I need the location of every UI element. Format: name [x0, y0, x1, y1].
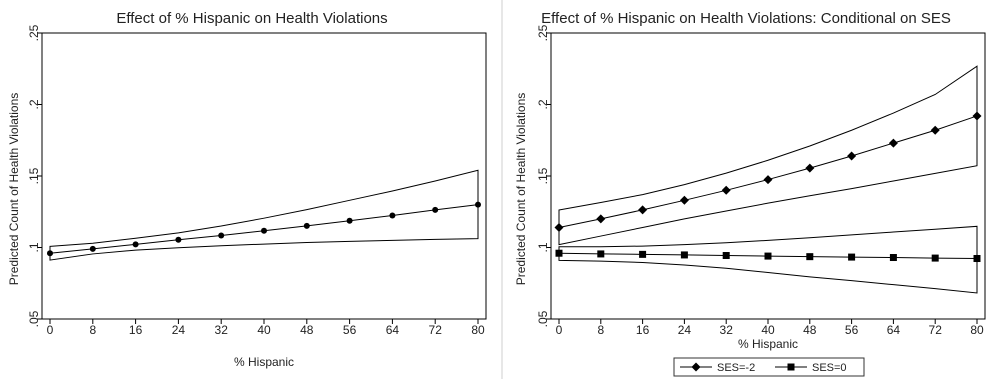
legend-label-ses-0: SES=0	[812, 362, 847, 374]
data-point	[175, 236, 182, 243]
x-tick-label: 72	[429, 323, 443, 337]
x-tick-label: 40	[761, 323, 775, 337]
data-point-square	[889, 254, 897, 262]
data-point-square	[555, 249, 563, 257]
y-axis-label: Predicted Count of Health Violations	[7, 93, 21, 286]
y-tick-label: .25	[27, 24, 41, 41]
x-tick-label: 56	[845, 323, 859, 337]
x-tick-label: 80	[471, 323, 485, 337]
data-point-square	[931, 254, 939, 262]
chart-panel-left: Effect of % Hispanic on Health Violation…	[7, 10, 487, 369]
data-point-diamond	[554, 222, 564, 232]
legend: SES=-2 SES=0	[673, 357, 865, 377]
y-axis-label: Predicted Count of Health Violations	[514, 93, 528, 286]
data-point-diamond	[805, 163, 815, 173]
x-axis-label: % Hispanic	[234, 355, 294, 369]
x-tick-label: 40	[257, 323, 271, 337]
x-tick-label: 8	[89, 323, 96, 337]
y-tick-label: .2	[27, 99, 41, 109]
x-tick-label: 48	[300, 323, 314, 337]
x-tick-label: 24	[172, 323, 186, 337]
data-point-square	[848, 253, 856, 261]
data-point-diamond	[596, 214, 606, 224]
legend-box	[673, 357, 865, 377]
data-point-diamond	[888, 138, 898, 148]
data-point	[261, 227, 267, 234]
data-point	[303, 222, 310, 229]
ci-band-series-0	[558, 65, 978, 246]
y-tick-label: .2	[536, 99, 550, 109]
data-point-square	[764, 252, 772, 260]
x-axis-label: % Hispanic	[738, 337, 798, 351]
y-tick-label: .15	[27, 167, 41, 184]
data-point-square	[680, 251, 688, 259]
x-tick-label: 0	[47, 323, 54, 337]
y-tick-label: .1	[536, 242, 550, 252]
plot-area: .05 .1 .15 .2 .25 0 8 16 24 32 40 48 56 64 72 80	[27, 24, 487, 337]
ci-band-series-0	[49, 169, 479, 261]
data-point-diamond	[972, 111, 982, 121]
data-point-square	[806, 253, 814, 261]
x-tick-label: 72	[929, 323, 943, 337]
x-tick-label: 48	[803, 323, 817, 337]
x-tick-label: 24	[678, 323, 692, 337]
x-tick-label: 80	[970, 323, 984, 337]
series-line-0	[558, 115, 978, 228]
x-tick-label: 16	[636, 323, 650, 337]
y-tick-label: .05	[536, 310, 550, 327]
plot-frame	[41, 32, 487, 320]
data-point	[47, 250, 53, 257]
data-point-square	[597, 250, 605, 258]
y-tick-label: .25	[536, 24, 550, 41]
x-tick-label: 32	[215, 323, 229, 337]
chart-title: Effect of % Hispanic on Health Violation…	[541, 10, 951, 27]
x-tick-label: 0	[556, 323, 563, 337]
data-point-square	[722, 252, 730, 260]
plot-area: .05 .1 .15 .2 .25 0 8 16 24 32 40 48 56 64 72 80	[536, 24, 986, 337]
x-tick-label: 64	[887, 323, 901, 337]
data-point-diamond	[679, 195, 689, 205]
x-tick-label: 8	[597, 323, 604, 337]
data-point	[346, 217, 353, 224]
y-tick-label: .05	[27, 310, 41, 327]
data-point-diamond	[847, 151, 857, 161]
data-point-diamond	[930, 125, 940, 135]
data-point	[432, 206, 439, 213]
chart-title: Effect of % Hispanic on Health Violation…	[116, 10, 387, 27]
x-tick-label: 16	[129, 323, 143, 337]
legend-marker-square	[787, 363, 795, 371]
data-point	[389, 212, 396, 219]
data-point	[218, 232, 225, 239]
x-tick-label: 64	[386, 323, 400, 337]
y-tick-label: .1	[27, 242, 41, 252]
data-point	[132, 241, 139, 248]
data-point-diamond	[638, 205, 648, 215]
x-tick-label: 56	[343, 323, 357, 337]
legend-marker-diamond	[691, 362, 701, 372]
x-tick-label: 32	[720, 323, 734, 337]
data-point	[475, 201, 481, 208]
y-tick-label: .15	[536, 167, 550, 184]
data-point-square	[639, 250, 647, 258]
legend-label-ses-neg2: SES=-2	[717, 362, 755, 374]
data-point-diamond	[721, 185, 731, 195]
data-point	[89, 245, 96, 252]
data-point-diamond	[763, 175, 773, 185]
ci-band-series-1	[558, 225, 978, 294]
chart-panel-right: Effect of % Hispanic on Health Violation…	[514, 10, 986, 377]
data-point-square	[973, 255, 981, 263]
